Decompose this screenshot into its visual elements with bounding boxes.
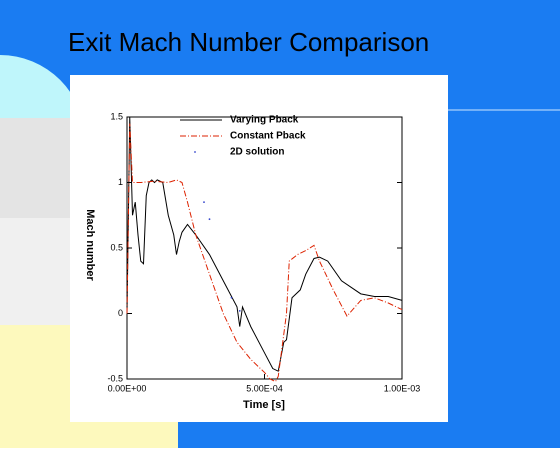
decor-band — [0, 118, 70, 218]
legend-label: Constant Pback — [230, 131, 306, 142]
data-line — [126, 123, 403, 383]
y-tick-label: 1 — [118, 177, 123, 187]
data-point — [208, 218, 211, 221]
slide-title: Exit Mach Number Comparison — [68, 27, 429, 57]
x-axis-label: Time [s] — [243, 399, 285, 411]
legend-label: Varying Pback — [230, 115, 299, 126]
data-point — [238, 309, 241, 312]
y-tick-label: 1.5 — [110, 111, 123, 121]
plot-panel — [70, 75, 448, 422]
x-tick-label: 5.00E-04 — [246, 383, 283, 393]
y-tick-label: -0.5 — [107, 373, 123, 383]
data-line — [126, 116, 403, 372]
y-tick-label: 0.5 — [110, 242, 123, 252]
decor-band — [0, 218, 70, 328]
x-tick-label: 1.00E-03 — [384, 383, 421, 393]
x-tick-label: 0.00E+00 — [108, 383, 147, 393]
legend-label: 2D solution — [230, 147, 284, 158]
data-point — [230, 296, 233, 299]
legend-swatch — [194, 151, 196, 153]
y-tick-label: 0 — [118, 308, 123, 318]
data-point — [203, 201, 205, 204]
y-axis-label: Mach number — [84, 209, 96, 281]
